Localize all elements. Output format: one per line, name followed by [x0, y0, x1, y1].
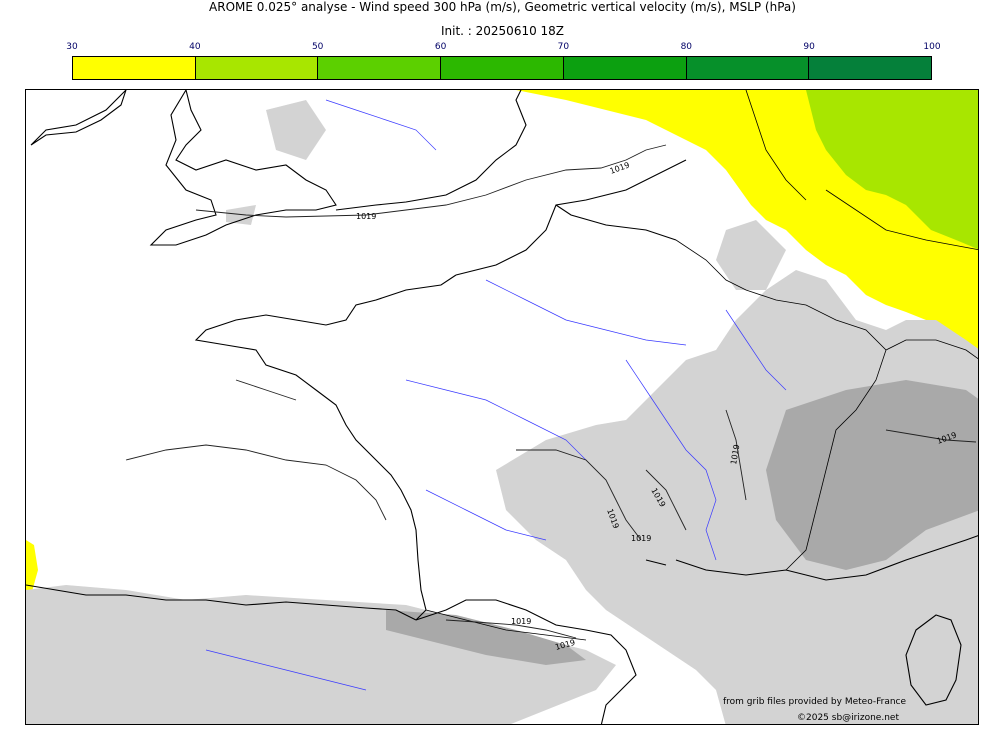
map-svg: 1019 1019 1019 1019 1019 1019 1019 1019 …: [26, 90, 978, 724]
colorbar-segment: [441, 57, 564, 79]
colorbar-ticks: 30 40 50 60 70 80 90 100: [66, 42, 940, 54]
colorbar-segment: [809, 57, 932, 79]
init-time: Init. : 20250610 18Z: [440, 24, 565, 38]
isobar-label: 1019: [511, 617, 531, 626]
chart-title: AROME 0.025° analyse - Wind speed 300 hP…: [209, 0, 796, 14]
colorbar-segment: [686, 57, 810, 79]
isobar-label: 1019: [609, 160, 631, 175]
copyright-credit: ©2025 sb@irizone.net: [797, 713, 899, 723]
isobar-label: 1019: [631, 534, 651, 543]
wind-shading-50: [806, 90, 978, 250]
tick-label: 40: [189, 42, 201, 52]
isobar-label: 1019: [356, 212, 376, 221]
colorbar-segment: [563, 57, 687, 79]
isobars: [125, 144, 977, 639]
rivers: [205, 99, 787, 691]
source-credit: from grib files provided by Meteo-France: [723, 697, 907, 707]
colorbar-segment: [318, 57, 442, 79]
tick-label: 50: [311, 42, 324, 52]
colorbar: [72, 56, 932, 80]
tick-label: 90: [803, 42, 815, 52]
tick-label: 60: [434, 42, 447, 52]
map-panel: 1019 1019 1019 1019 1019 1019 1019 1019 …: [25, 89, 979, 725]
vertical-velocity-shading: [26, 100, 978, 724]
tick-label: 30: [66, 42, 78, 52]
coastlines: [26, 90, 978, 724]
vertical-velocity-shading-dark: [386, 380, 978, 665]
colorbar-segment: [195, 57, 319, 79]
tick-label: 80: [680, 42, 693, 52]
isobar-label: 1019: [729, 444, 741, 466]
tick-label: 100: [923, 42, 941, 52]
colorbar-segment: [73, 57, 196, 79]
tick-label: 70: [557, 42, 570, 52]
borders: [425, 90, 978, 641]
